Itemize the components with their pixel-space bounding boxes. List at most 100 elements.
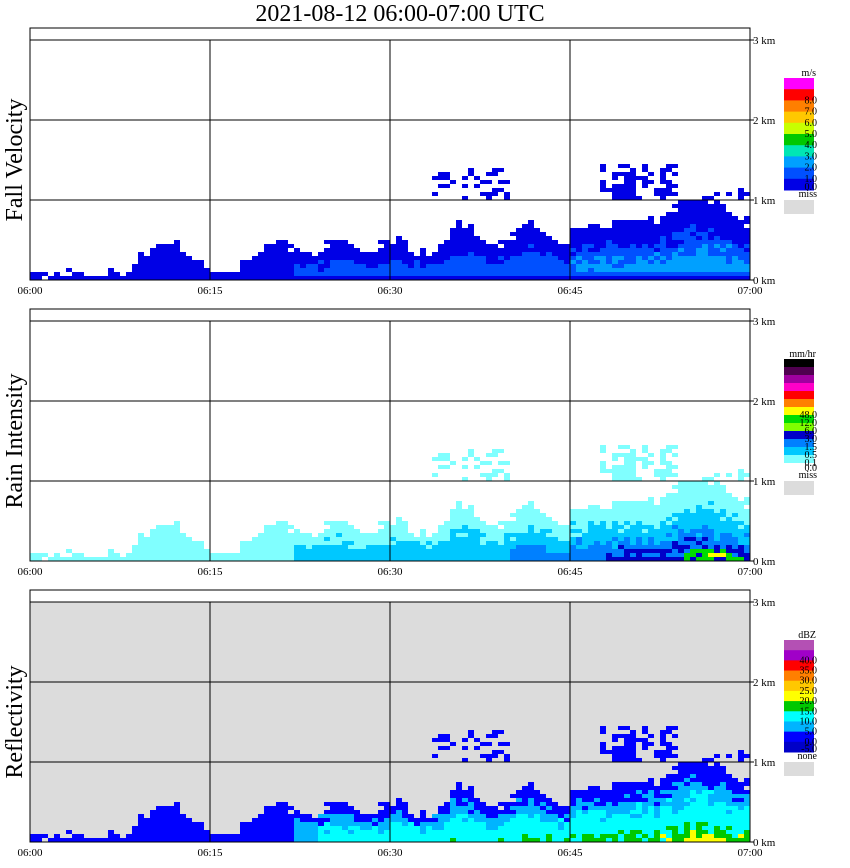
data-cell [324, 268, 330, 272]
data-cell [588, 521, 594, 525]
data-cell [624, 176, 630, 180]
data-cell [744, 501, 750, 505]
data-cell [666, 501, 672, 505]
data-cell [708, 826, 714, 830]
data-cell [468, 505, 474, 509]
data-cell [600, 236, 606, 240]
data-cell [600, 549, 606, 553]
data-cell [678, 248, 684, 252]
data-cell [684, 786, 690, 790]
data-cell [384, 545, 390, 549]
data-cell [612, 533, 618, 537]
data-cell [498, 252, 504, 256]
data-cell [510, 268, 516, 272]
data-cell [456, 501, 462, 505]
data-cell [294, 260, 300, 264]
data-cell [660, 228, 666, 232]
data-cell [618, 252, 624, 256]
data-cell [366, 256, 372, 260]
data-cell [396, 521, 402, 525]
data-cell [570, 509, 576, 513]
data-cell [624, 726, 630, 730]
data-cell [426, 537, 432, 541]
data-cell [408, 541, 414, 545]
data-cell [486, 260, 492, 264]
data-cell [516, 822, 522, 826]
data-cell [396, 830, 402, 834]
data-cell [714, 220, 720, 224]
data-cell [720, 252, 726, 256]
data-cell [696, 236, 702, 240]
data-cell [594, 818, 600, 822]
data-cell [600, 814, 606, 818]
data-cell [678, 818, 684, 822]
data-cell [402, 838, 408, 842]
colorbar-label: 48.0 [800, 410, 818, 421]
data-cell [312, 537, 318, 541]
data-cell [300, 826, 306, 830]
data-cell [582, 228, 588, 232]
data-cell [654, 549, 660, 553]
data-cell [558, 810, 564, 814]
data-cell [378, 557, 384, 561]
data-cell [528, 244, 534, 248]
data-cell [684, 778, 690, 782]
data-cell [474, 549, 480, 553]
data-cell [738, 810, 744, 814]
data-cell [744, 240, 750, 244]
data-cell [612, 794, 618, 798]
colorbar-swatch [784, 431, 814, 440]
data-cell [678, 220, 684, 224]
data-cell [684, 553, 690, 557]
data-cell [474, 818, 480, 822]
data-cell [678, 798, 684, 802]
data-cell [570, 525, 576, 529]
data-cell [222, 276, 228, 280]
data-cell [654, 790, 660, 794]
data-cell [618, 790, 624, 794]
data-cell [744, 537, 750, 541]
data-cell [666, 252, 672, 256]
data-cell [432, 264, 438, 268]
data-cell [654, 529, 660, 533]
data-cell [528, 256, 534, 260]
data-cell [612, 734, 618, 738]
data-cell [684, 802, 690, 806]
data-cell [738, 782, 744, 786]
data-cell [516, 268, 522, 272]
colorbar-label: 12.0 [800, 418, 818, 429]
data-cell [726, 541, 732, 545]
data-cell [456, 798, 462, 802]
data-cell [612, 758, 618, 762]
data-cell [264, 549, 270, 553]
data-cell [156, 537, 162, 541]
data-cell [726, 505, 732, 509]
data-cell [180, 256, 186, 260]
data-cell [744, 541, 750, 545]
data-cell [702, 497, 708, 501]
data-cell [702, 244, 708, 248]
data-cell [696, 545, 702, 549]
data-cell [738, 814, 744, 818]
data-cell [534, 537, 540, 541]
data-cell [330, 810, 336, 814]
data-cell [612, 236, 618, 240]
data-cell [630, 517, 636, 521]
data-cell [594, 798, 600, 802]
data-cell [690, 826, 696, 830]
data-cell [252, 830, 258, 834]
data-cell [252, 537, 258, 541]
data-cell [672, 505, 678, 509]
data-cell [720, 505, 726, 509]
data-cell [486, 758, 492, 762]
data-cell [336, 822, 342, 826]
data-cell [702, 268, 708, 272]
data-cell [228, 553, 234, 557]
data-cell [162, 838, 168, 842]
data-cell [648, 272, 654, 276]
data-cell [588, 529, 594, 533]
data-cell [594, 228, 600, 232]
data-cell [456, 838, 462, 842]
data-cell [714, 810, 720, 814]
data-cell [726, 268, 732, 272]
